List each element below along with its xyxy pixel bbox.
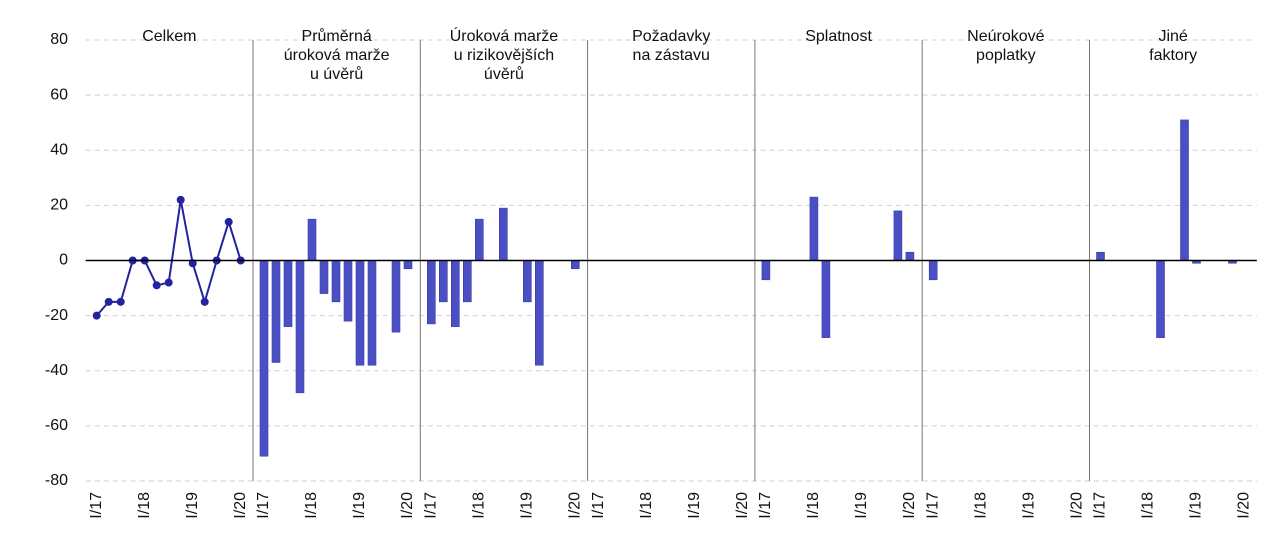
bar bbox=[319, 260, 329, 294]
point bbox=[176, 195, 185, 204]
panel-title: Neúrokové poplatky bbox=[967, 28, 1044, 64]
y-tick-label: 80 bbox=[50, 31, 68, 48]
x-tick-label: I/19 bbox=[1188, 492, 1205, 519]
bar bbox=[438, 260, 448, 303]
y-tick-label: -60 bbox=[45, 417, 68, 434]
bar bbox=[821, 260, 831, 338]
bar bbox=[307, 218, 317, 261]
bar bbox=[522, 260, 532, 303]
x-tick-label: I/17 bbox=[924, 492, 941, 519]
point bbox=[164, 278, 173, 287]
bar bbox=[331, 260, 341, 303]
x-tick-label: I/18 bbox=[1140, 492, 1157, 519]
panel-title-line: Úroková marže bbox=[450, 26, 559, 45]
panel-title-line: Průměrná bbox=[302, 27, 372, 45]
y-tick-label: 60 bbox=[50, 86, 68, 103]
x-tick-label: I/18 bbox=[805, 492, 822, 519]
x-tick-label: I/20 bbox=[567, 492, 584, 519]
panel-title-line: Požadavky bbox=[632, 28, 710, 45]
point bbox=[224, 217, 233, 226]
bar bbox=[474, 218, 484, 261]
panel-title: Úroková marže u rizikovějších úvěrů bbox=[450, 26, 559, 83]
bar bbox=[295, 260, 305, 394]
bar bbox=[343, 260, 353, 322]
point bbox=[116, 297, 125, 306]
panel-title: Jiné faktory bbox=[1149, 28, 1197, 64]
bar bbox=[1156, 260, 1165, 338]
bar bbox=[905, 251, 915, 261]
panel-title-line: faktory bbox=[1149, 47, 1197, 64]
panel-title-line: u úvěrů bbox=[310, 65, 363, 83]
point bbox=[200, 297, 209, 306]
point bbox=[152, 281, 161, 290]
y-tick-label: 40 bbox=[50, 141, 68, 158]
point bbox=[104, 297, 113, 306]
x-tick-label: I/20 bbox=[1068, 492, 1085, 519]
bar bbox=[367, 260, 377, 366]
x-tick-label: I/20 bbox=[901, 492, 918, 519]
panel-title-line: na zástavu bbox=[633, 47, 710, 64]
bar bbox=[283, 260, 293, 327]
bar bbox=[355, 260, 365, 366]
x-tick-label: I/17 bbox=[590, 492, 607, 519]
x-tick-label: I/20 bbox=[232, 492, 249, 519]
panel-title-line: Celkem bbox=[142, 28, 196, 45]
x-tick-label: I/19 bbox=[351, 492, 368, 519]
x-tick-label: I/20 bbox=[734, 492, 751, 519]
bar bbox=[1096, 251, 1105, 261]
bar bbox=[426, 260, 436, 325]
bar bbox=[271, 260, 281, 363]
bar bbox=[259, 260, 269, 457]
x-tick-label: I/19 bbox=[1020, 492, 1037, 519]
panel-title: Celkem bbox=[142, 28, 196, 45]
bar bbox=[893, 210, 903, 261]
panel-title: Splatnost bbox=[805, 28, 872, 45]
y-tick-label: -80 bbox=[45, 472, 68, 489]
panel-title-line: poplatky bbox=[976, 47, 1036, 64]
x-tick-label: I/19 bbox=[184, 492, 201, 519]
panel-title: Průměrná úroková marže u úvěrů bbox=[284, 27, 390, 83]
x-tick-label: I/17 bbox=[88, 492, 105, 519]
x-tick-label: I/18 bbox=[303, 492, 320, 519]
x-tick-label: I/19 bbox=[686, 492, 703, 519]
bar bbox=[1180, 119, 1189, 261]
bar bbox=[761, 260, 771, 281]
x-tick-label: I/17 bbox=[757, 492, 774, 519]
panel-title: Požadavky na zástavu bbox=[632, 28, 710, 64]
y-tick-label: -20 bbox=[45, 307, 68, 324]
panel-title-line: u rizikovějších bbox=[454, 47, 554, 64]
bar bbox=[809, 196, 819, 261]
x-tick-label: I/17 bbox=[255, 492, 272, 519]
x-tick-label: I/18 bbox=[638, 492, 655, 519]
panel-title-line: úroková marže bbox=[284, 47, 390, 64]
y-tick-label: 20 bbox=[50, 197, 68, 214]
bar bbox=[462, 260, 472, 303]
x-tick-label: I/17 bbox=[1092, 492, 1109, 519]
x-tick-label: I/18 bbox=[972, 492, 989, 519]
x-tick-label: I/19 bbox=[853, 492, 870, 519]
x-tick-label: I/17 bbox=[423, 492, 440, 519]
bar bbox=[391, 260, 401, 333]
panel-title-line: Jiné bbox=[1158, 28, 1187, 45]
bar bbox=[450, 260, 460, 327]
y-tick-label: 0 bbox=[59, 252, 68, 269]
x-tick-label: I/20 bbox=[1236, 492, 1253, 519]
y-tick-label: -40 bbox=[45, 362, 68, 379]
bar bbox=[928, 260, 938, 281]
panel-title-line: Splatnost bbox=[805, 28, 872, 45]
panel-title-line: Neúrokové bbox=[967, 28, 1044, 45]
bar bbox=[403, 260, 413, 270]
bar bbox=[570, 260, 580, 270]
x-tick-label: I/20 bbox=[399, 492, 416, 519]
x-tick-label: I/19 bbox=[519, 492, 536, 519]
x-tick-label: I/18 bbox=[136, 492, 153, 519]
point bbox=[188, 259, 197, 268]
panel-title-line: úvěrů bbox=[484, 65, 524, 83]
x-tick-label: I/18 bbox=[471, 492, 488, 519]
bar bbox=[534, 260, 544, 366]
point bbox=[92, 311, 101, 320]
bar bbox=[498, 207, 508, 261]
